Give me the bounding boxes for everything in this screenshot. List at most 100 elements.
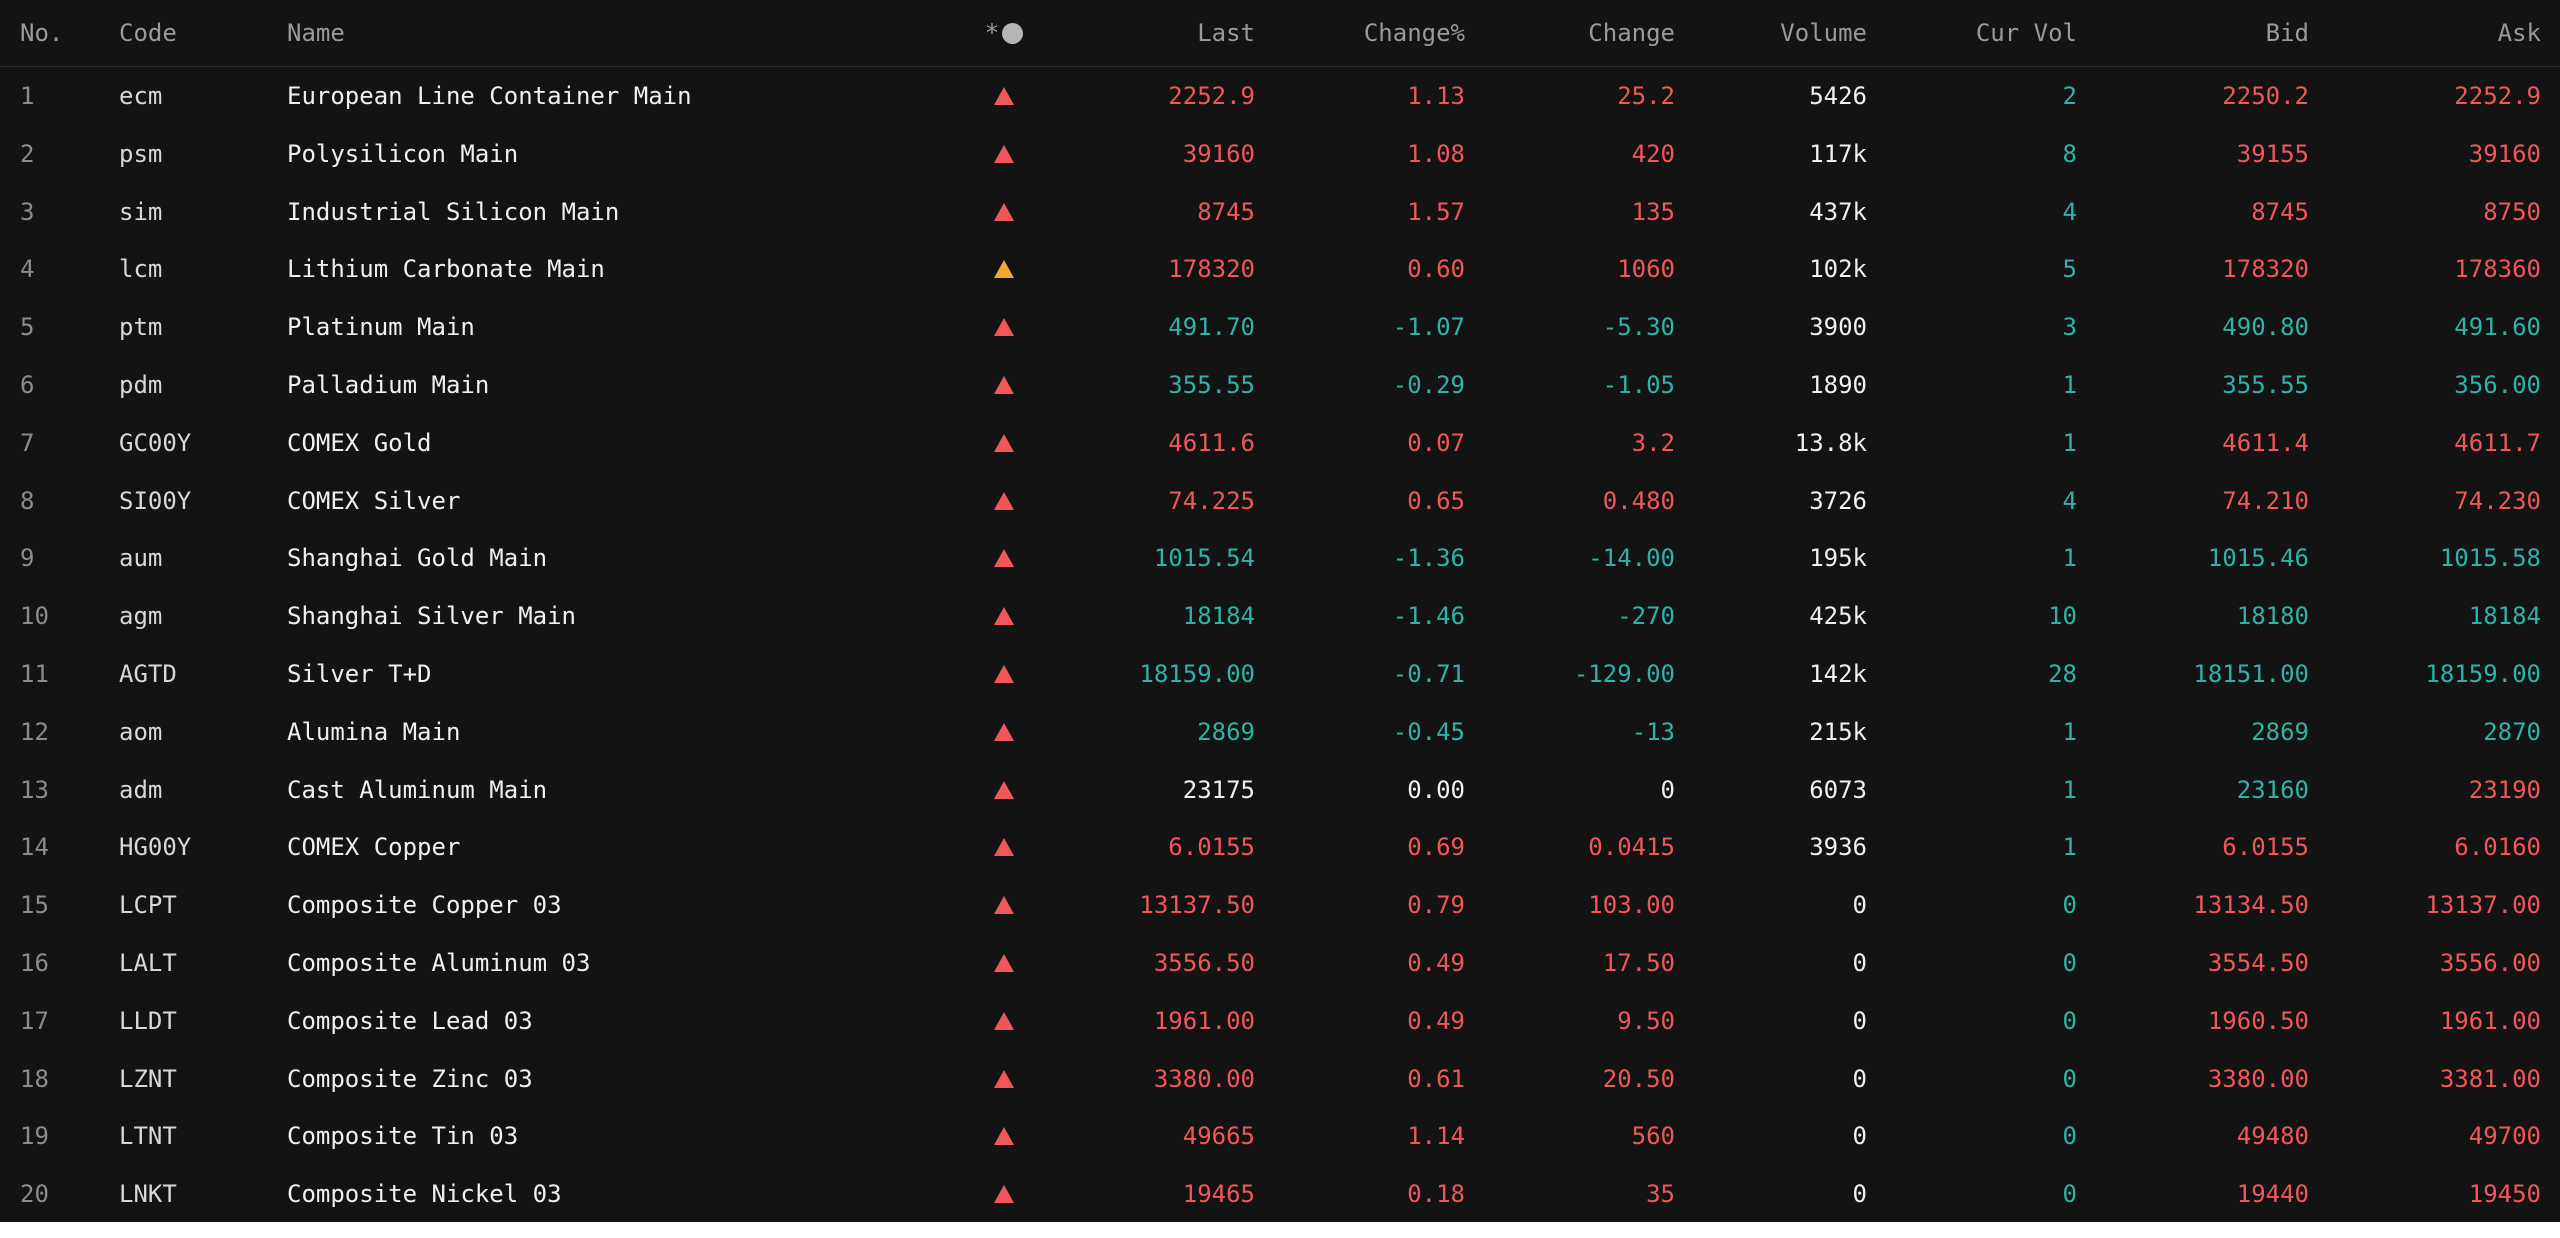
instrument-name: Alumina Main [287, 717, 461, 746]
table-row[interactable]: 18 LZNT Composite Zinc 03 3380.00 0.61 20.50 0… [0, 1050, 2560, 1108]
table-row[interactable]: 13 adm Cast Aluminum Main 23175 0.00 0 6073 1 23… [0, 761, 2560, 819]
change-percent: 0.79 [1407, 891, 1465, 920]
instrument-code: sim [119, 197, 163, 226]
triangle-flag-icon[interactable] [994, 896, 1014, 915]
volume: 142k [1809, 660, 1867, 688]
table-row[interactable]: 10 agm Shanghai Silver Main 18184 -1.46 -270 4… [0, 587, 2560, 645]
last-price: 23175 [1182, 775, 1255, 804]
ask-price: 4611.7 [2454, 428, 2541, 457]
table-row[interactable]: 20 LNKT Composite Nickel 03 19465 0.18 35 0 0 19… [0, 1165, 2560, 1223]
column-header-bid[interactable]: Bid [2265, 19, 2309, 47]
column-header-ask[interactable]: Ask [2497, 19, 2541, 47]
column-header-volume[interactable]: Volume [1780, 19, 1867, 47]
change-percent: 0.49 [1407, 949, 1465, 977]
triangle-flag-icon[interactable] [994, 433, 1014, 452]
table-row[interactable]: 8 SI00Y COMEX Silver 74.225 0.65 0.480 3726 4 74… [0, 472, 2560, 530]
triangle-flag-icon[interactable] [994, 780, 1014, 799]
table-row[interactable]: 16 LALT Composite Aluminum 03 3556.50 0.49 17… [0, 934, 2560, 992]
triangle-flag-icon[interactable] [994, 87, 1014, 105]
column-header-code[interactable]: Code [119, 19, 177, 47]
row-number: 2 [20, 139, 35, 168]
instrument-code: LALT [119, 949, 177, 977]
current-volume: 10 [2048, 602, 2077, 631]
triangle-flag-icon[interactable] [994, 376, 1014, 394]
bid-price: 23160 [2236, 775, 2309, 804]
table-row[interactable]: 2 psm Polysilicon Main 39160 1.08 420 117k 8 391… [0, 125, 2560, 183]
table-row[interactable]: 19 LTNT Composite Tin 03 49665 1.14 560 0 0 4948… [0, 1107, 2560, 1165]
flag-cell [974, 1165, 1034, 1223]
triangle-flag-icon[interactable] [994, 1127, 1014, 1146]
ask-price: 2870 [2483, 717, 2541, 746]
change-value: 20.50 [1602, 1064, 1675, 1093]
last-price: 2252.9 [1168, 82, 1255, 110]
table-row[interactable]: 6 pdm Palladium Main 355.55 -0.29 -1.05 1890 1 3… [0, 356, 2560, 414]
table-row[interactable]: 15 LCPT Composite Copper 03 13137.50 0.79 103… [0, 876, 2560, 934]
last-price: 13137.50 [1139, 891, 1255, 920]
current-volume: 2 [2062, 82, 2077, 110]
row-number: 8 [20, 486, 35, 515]
row-number: 20 [20, 1180, 49, 1209]
table-row[interactable]: 3 sim Industrial Silicon Main 8745 1.57 135 43… [0, 183, 2560, 241]
table-row[interactable]: 9 aum Shanghai Gold Main 1015.54 -1.36 -14.00… [0, 529, 2560, 587]
change-value: 0.0415 [1588, 833, 1675, 862]
triangle-flag-icon[interactable] [994, 1185, 1014, 1204]
bid-price: 3554.50 [2207, 949, 2309, 977]
table-row[interactable]: 5 ptm Platinum Main 491.70 -1.07 -5.30 3900 3 49… [0, 298, 2560, 356]
change-percent: 0.69 [1407, 833, 1465, 862]
triangle-flag-icon[interactable] [994, 838, 1014, 857]
instrument-name: COMEX Gold [287, 428, 432, 457]
last-price: 18159.00 [1139, 660, 1255, 688]
change-percent: 0.18 [1407, 1180, 1465, 1209]
change-value: 35 [1646, 1180, 1675, 1209]
ask-price: 6.0160 [2454, 833, 2541, 862]
column-header-change[interactable]: Change [1588, 19, 1675, 47]
triangle-flag-icon[interactable] [994, 607, 1014, 626]
triangle-flag-icon[interactable] [994, 722, 1014, 741]
triangle-flag-icon[interactable] [994, 1069, 1014, 1088]
volume: 13.8k [1794, 428, 1867, 457]
triangle-flag-icon[interactable] [994, 954, 1014, 972]
last-price: 8745 [1197, 197, 1255, 226]
instrument-code: pdm [119, 371, 163, 399]
ask-price: 178360 [2454, 255, 2541, 284]
instrument-name: COMEX Copper [287, 833, 461, 862]
triangle-flag-icon[interactable] [994, 318, 1014, 337]
column-header-flag[interactable]: * [974, 0, 1034, 66]
change-percent: 1.14 [1407, 1122, 1465, 1151]
column-header-cur-vol[interactable]: Cur Vol [1975, 19, 2077, 47]
change-value: 135 [1631, 197, 1675, 226]
change-value: 0 [1660, 775, 1675, 804]
table-row[interactable]: 14 HG00Y COMEX Copper 6.0155 0.69 0.0415 3936 1… [0, 818, 2560, 876]
table-row[interactable]: 4 lcm Lithium Carbonate Main 178320 0.60 1060… [0, 240, 2560, 298]
volume: 3726 [1809, 486, 1867, 515]
last-price: 178320 [1168, 255, 1255, 284]
column-header-change-pct[interactable]: Change% [1363, 19, 1465, 47]
row-number: 15 [20, 891, 49, 920]
instrument-code: SI00Y [119, 486, 192, 515]
current-volume: 1 [2062, 371, 2077, 399]
last-price: 19465 [1182, 1180, 1255, 1209]
triangle-flag-icon[interactable] [994, 1011, 1014, 1030]
flag-cell [974, 125, 1034, 183]
instrument-name: Industrial Silicon Main [287, 197, 620, 226]
ask-price: 3381.00 [2439, 1064, 2541, 1093]
row-number: 3 [20, 197, 35, 226]
instrument-name: Composite Lead 03 [287, 1006, 533, 1035]
last-price: 3380.00 [1153, 1064, 1255, 1093]
column-header-last[interactable]: Last [1197, 19, 1255, 47]
ask-price: 18159.00 [2425, 660, 2541, 688]
triangle-flag-icon[interactable] [994, 491, 1014, 510]
column-header-no[interactable]: No. [20, 19, 64, 47]
triangle-flag-icon[interactable] [994, 549, 1014, 568]
table-row[interactable]: 7 GC00Y COMEX Gold 4611.6 0.07 3.2 13.8k 1 4611.… [0, 414, 2560, 472]
change-value: -13 [1631, 717, 1675, 746]
table-row[interactable]: 11 AGTD Silver T+D 18159.00 -0.71 -129.00 142k… [0, 645, 2560, 703]
triangle-flag-icon[interactable] [994, 202, 1014, 221]
table-row[interactable]: 1 ecm European Line Container Main 2252.9 1.… [0, 67, 2560, 125]
triangle-flag-icon[interactable] [994, 144, 1014, 163]
column-header-name[interactable]: Name [287, 19, 345, 47]
table-row[interactable]: 17 LLDT Composite Lead 03 1961.00 0.49 9.50 0 0… [0, 992, 2560, 1050]
triangle-flag-icon[interactable] [994, 665, 1014, 683]
triangle-flag-icon[interactable] [994, 260, 1014, 279]
table-row[interactable]: 12 aom Alumina Main 2869 -0.45 -13 215k 1 2869 28… [0, 703, 2560, 761]
